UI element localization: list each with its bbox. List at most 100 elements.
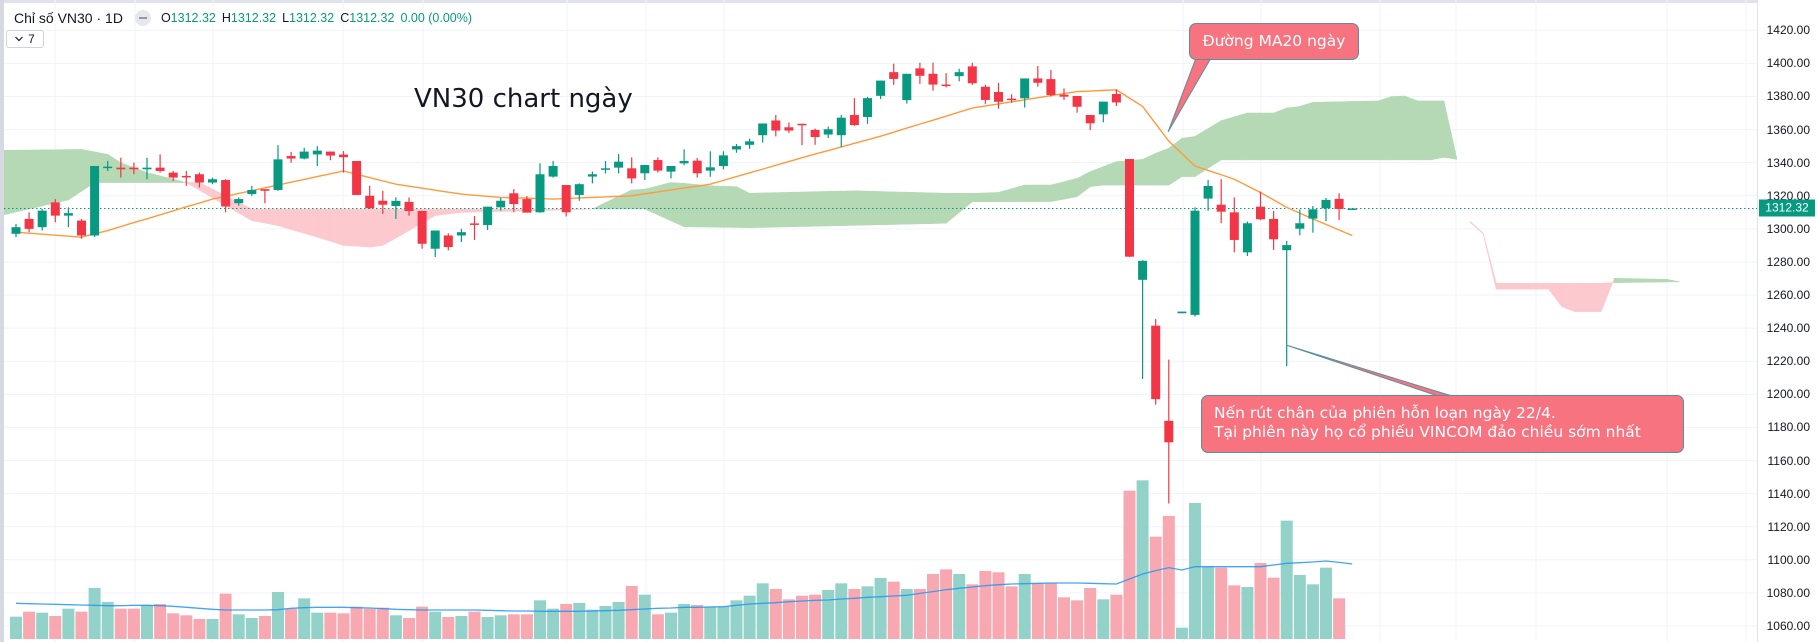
candle bbox=[1033, 66, 1043, 87]
candle-body bbox=[627, 168, 637, 179]
volume-bar bbox=[350, 606, 363, 639]
volume-bar bbox=[1110, 594, 1123, 639]
cloud-segment bbox=[827, 190, 842, 227]
volume-ma-line bbox=[15, 560, 1353, 612]
cloud-segment bbox=[1181, 136, 1196, 177]
cloud-segment bbox=[1404, 95, 1418, 161]
cloud-segment bbox=[1220, 116, 1235, 161]
price-axis[interactable]: 1420.00 1400.00 1380.00 1360.00 1340.00 1320.… bbox=[1757, 0, 1817, 642]
candle bbox=[522, 196, 532, 213]
volume-bar bbox=[1071, 600, 1084, 639]
candle-body bbox=[1111, 94, 1121, 103]
candle bbox=[1177, 311, 1187, 314]
candle-body bbox=[718, 155, 728, 166]
candle-body bbox=[810, 129, 820, 138]
candle-body bbox=[194, 174, 204, 183]
candle-body bbox=[1216, 204, 1226, 212]
ma20-callout[interactable]: Đường MA20 ngày bbox=[1189, 23, 1359, 60]
candle bbox=[325, 151, 335, 161]
candle-body bbox=[260, 189, 270, 191]
volume-bar bbox=[665, 612, 677, 639]
cloud-segment bbox=[1535, 283, 1549, 290]
cloud-segment bbox=[1168, 137, 1183, 186]
candle-body bbox=[836, 117, 846, 136]
price-tick-label: 1420.00 bbox=[1766, 23, 1810, 38]
volume-bar bbox=[1097, 599, 1110, 639]
cloud-segment bbox=[998, 188, 1012, 202]
cloud-segment bbox=[775, 192, 790, 228]
cloud-segment bbox=[762, 192, 777, 228]
candle bbox=[1020, 78, 1030, 108]
candle bbox=[103, 161, 113, 171]
candle bbox=[771, 115, 781, 137]
cloud-segment bbox=[356, 208, 371, 248]
candle bbox=[470, 215, 479, 240]
candle bbox=[954, 68, 964, 82]
volume-bar bbox=[101, 602, 114, 639]
volume-bar bbox=[298, 598, 311, 639]
cloud-segment bbox=[1469, 220, 1484, 235]
candle bbox=[234, 197, 244, 206]
cloud-segment bbox=[133, 167, 148, 183]
chevron-down-icon bbox=[15, 36, 24, 42]
volume-bar bbox=[10, 616, 22, 639]
candle-callout-line1: Nến rút chân của phiên hỗn loạn ngày 22/… bbox=[1214, 404, 1556, 422]
candle-body bbox=[1308, 209, 1318, 219]
candle-body bbox=[339, 154, 348, 158]
cloud-segment bbox=[54, 149, 69, 204]
cloud-segment bbox=[1247, 112, 1261, 161]
candle-body bbox=[1190, 210, 1200, 315]
volume-bar bbox=[743, 595, 756, 639]
cloud-segment bbox=[1627, 278, 1641, 283]
candle-body bbox=[705, 167, 715, 171]
candle-callout[interactable]: Nến rút chân của phiên hỗn loạn ngày 22/… bbox=[1201, 395, 1684, 453]
price-tick-label: 1180.00 bbox=[1767, 420, 1811, 435]
cloud-segment bbox=[185, 182, 200, 191]
candle-body bbox=[954, 72, 964, 77]
cloud-segment bbox=[709, 185, 724, 228]
change-value: 0.00 (0.00%) bbox=[400, 11, 473, 25]
volume-bar bbox=[36, 612, 49, 639]
candle bbox=[456, 228, 466, 243]
candle-body bbox=[980, 86, 990, 100]
volume-bar bbox=[940, 569, 953, 639]
volume-bar bbox=[1149, 536, 1162, 639]
cloud-segment bbox=[15, 149, 30, 213]
volume-bar bbox=[1293, 575, 1306, 639]
candle bbox=[876, 80, 886, 100]
cloud-segment bbox=[303, 208, 318, 238]
candle-body bbox=[535, 174, 545, 213]
candle bbox=[1242, 221, 1252, 257]
candle bbox=[260, 189, 270, 204]
symbol-name[interactable]: Chỉ số VN30 · 1D bbox=[14, 10, 123, 26]
ma20-callout-pointer bbox=[1167, 57, 1212, 133]
candle-body bbox=[365, 195, 375, 209]
chart-text-annotation[interactable]: VN30 chart ngày bbox=[414, 84, 633, 114]
volume-bar bbox=[468, 611, 481, 639]
candle bbox=[1203, 179, 1213, 211]
candle-body bbox=[234, 199, 244, 204]
candle bbox=[142, 157, 152, 180]
cloud-segment bbox=[1024, 184, 1039, 202]
price-tick-label: 1200.00 bbox=[1766, 387, 1810, 402]
volume-bar bbox=[678, 604, 691, 639]
cloud-segment bbox=[1574, 283, 1589, 312]
candle bbox=[561, 185, 571, 217]
price-tick-label: 1260.00 bbox=[1766, 288, 1810, 303]
candle bbox=[1072, 95, 1082, 113]
cloud-segment bbox=[369, 208, 384, 248]
volume-bar bbox=[1084, 588, 1097, 639]
volume-bar bbox=[1175, 627, 1188, 639]
candle-body bbox=[902, 73, 912, 101]
indicators-toggle-button[interactable]: 7 bbox=[6, 30, 44, 48]
price-chart[interactable] bbox=[0, 0, 1757, 642]
cloud-segment bbox=[1482, 232, 1497, 290]
volume-bar bbox=[599, 606, 612, 639]
volume-bar bbox=[167, 613, 180, 639]
candle bbox=[443, 233, 453, 251]
candle bbox=[194, 172, 204, 188]
candle bbox=[863, 96, 872, 124]
price-tick-label: 1080.00 bbox=[1766, 585, 1810, 600]
candle-body bbox=[116, 167, 126, 170]
candle-body bbox=[11, 227, 21, 234]
